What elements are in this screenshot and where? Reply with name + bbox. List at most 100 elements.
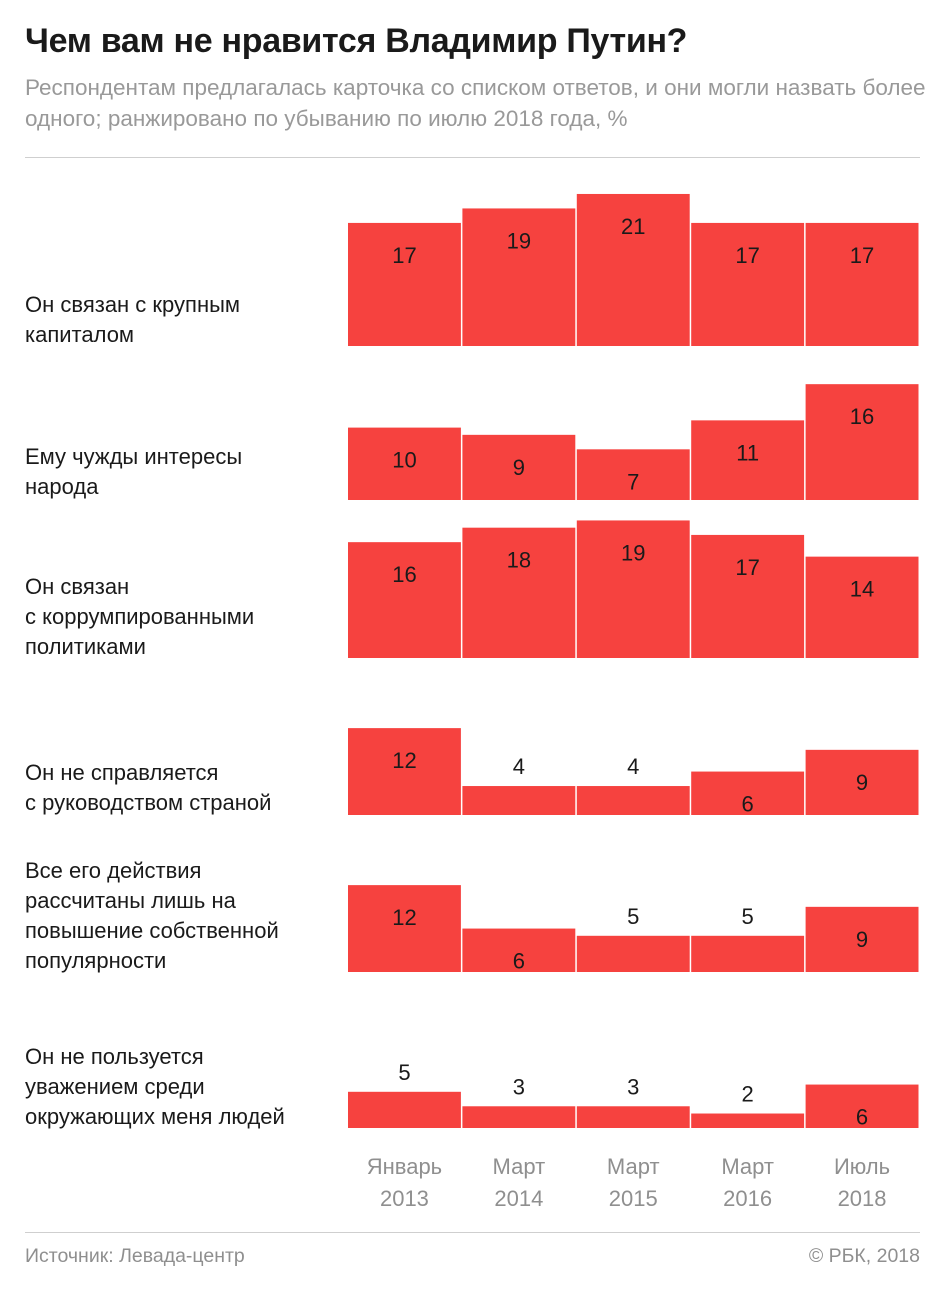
bar [576,520,690,658]
row-label-line: капиталом [25,322,135,347]
data-label: 5 [627,904,639,929]
bar [805,556,919,658]
data-label: 7 [627,469,639,494]
chart-title: Чем вам не нравится Владимир Путин? [25,22,688,60]
x-tick-label: 2016 [723,1186,772,1211]
bar [691,534,805,658]
bar [462,208,576,346]
bar [348,222,461,346]
bar [348,885,461,972]
top-divider [25,157,920,158]
data-label: 11 [736,440,759,465]
row-label-line: популярности [25,948,167,973]
bottom-divider [25,1232,920,1233]
x-tick-label: Март [721,1154,774,1179]
data-label: 18 [507,548,531,573]
chart-subtitle: Респондентам предлагалась карточка со сп… [25,75,926,131]
bar-row-3: 16 18 19 17 14 [348,520,919,658]
bar-row-1: 17 19 21 17 17 [348,193,919,346]
bar [805,1084,919,1128]
row-label-line: Он не справляется [25,760,219,785]
bar-row-4: 12 4 4 6 9 [348,728,919,817]
bar [691,771,805,815]
row-label-3: Он связан с коррумпированными политиками [25,572,345,662]
data-label: 6 [856,1105,868,1130]
data-label: 12 [392,905,416,930]
row-label-4: Он не справляется с руководством страной [25,758,345,818]
data-label: 17 [850,243,874,268]
data-label: 16 [850,404,874,429]
data-label: 9 [856,770,868,795]
data-label: 4 [513,754,525,779]
data-label: 19 [507,228,531,253]
data-label: 3 [627,1074,639,1099]
bar [462,434,576,500]
data-label: 9 [856,927,868,952]
row-label-6: Он не пользуется уважением среди окружающи… [25,1042,345,1132]
data-label: 17 [735,555,759,580]
row-label-line: народа [25,474,99,499]
bar-row-6: 5 3 3 2 6 [348,1060,919,1130]
bar [576,1106,690,1128]
data-label: 6 [742,792,754,817]
row-label-line: Он связан с крупным [25,292,241,317]
x-tick-label: 2015 [609,1186,658,1211]
data-label: 21 [621,214,645,239]
x-tick-label: 2013 [380,1186,429,1211]
bar-row-2: 10 9 7 11 16 [348,384,919,500]
data-label: 17 [735,243,759,268]
row-label-line: Все его действия [25,858,202,883]
bar [805,749,919,815]
row-label-2: Ему чужды интересы народа [25,442,345,502]
bar [691,1113,805,1128]
row-label-line: окружающих меня людей [25,1104,285,1129]
bar [576,193,690,346]
bar [348,427,461,500]
data-label: 17 [392,243,416,268]
row-label-line: с руководством страной [25,790,272,815]
data-label: 4 [627,754,639,779]
bar-row-5: 12 6 5 5 9 [348,885,919,974]
bar [691,222,805,346]
row-label-line: политиками [25,634,146,659]
data-label: 10 [392,448,416,473]
data-label: 3 [513,1074,525,1099]
x-tick-label: 2018 [838,1186,887,1211]
bar [348,542,461,658]
data-label: 16 [392,562,416,587]
x-tick-label: 2014 [494,1186,543,1211]
x-tick-label: Июль [834,1154,890,1179]
bar [348,728,461,815]
data-label: 2 [742,1082,754,1107]
copyright-note: © РБК, 2018 [808,1245,920,1267]
row-label-line: Он не пользуется [25,1044,204,1069]
data-label: 6 [513,949,525,974]
bar [805,222,919,346]
x-tick-label: Март [493,1154,546,1179]
row-label-line: Он связан [25,574,130,599]
bar [576,449,690,500]
bar [462,1106,576,1128]
row-label-line: Ему чужды интересы [25,444,243,469]
row-label-line: уважением среди [25,1074,205,1099]
data-label: 5 [742,904,754,929]
row-label-1: Он связан с крупным капиталом [25,290,345,350]
source-note: Источник: Левада-центр [25,1245,245,1267]
bar [691,420,805,500]
row-label-line: с коррумпированными [25,604,255,629]
data-label: 9 [513,455,525,480]
x-tick-label: Январь [367,1154,442,1179]
bar [576,786,690,815]
bar [805,384,919,500]
row-label-line: повышение собственной [25,918,279,943]
bar [348,1091,461,1128]
x-tick-label: Март [607,1154,660,1179]
data-label: 5 [398,1060,410,1085]
bar [462,928,576,972]
bar-chart: 17 19 21 17 17 10 9 7 11 16 16 18 19 17 14 12 4 4 6 9 12 6 5 5 9… [348,193,919,1211]
data-label: 12 [392,748,416,773]
data-label: 14 [850,577,874,602]
bar [462,786,576,815]
bar [805,906,919,972]
bar [462,527,576,658]
